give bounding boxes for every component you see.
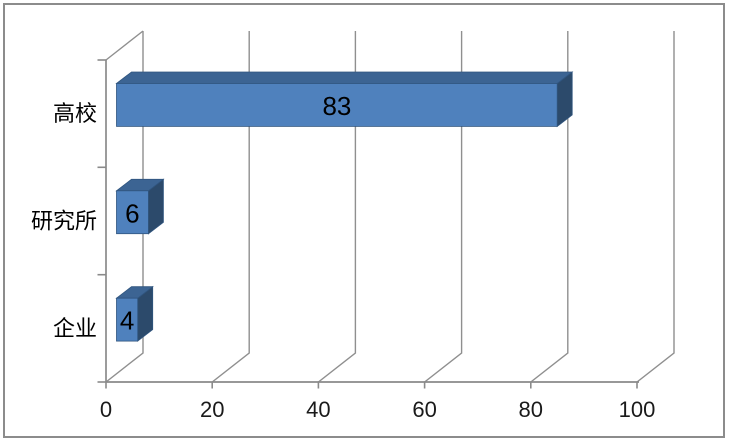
bar-value-label: 6 [125,198,139,228]
x-tick-label: 40 [306,397,330,422]
bar-2: 4 [115,285,154,342]
category-label: 研究所 [31,209,97,234]
x-tick-label: 80 [519,397,543,422]
x-tick-label: 100 [619,397,656,422]
bar-1: 6 [115,178,165,235]
category-label: 高校 [53,101,97,126]
x-tick-label: 60 [412,397,436,422]
gridlines [105,31,675,389]
x-tick-label: 20 [200,397,224,422]
bar-0: 83 [115,71,574,128]
bars: 83 6 4 [115,71,574,342]
x-tick-labels: 0 20 40 60 80 100 [100,397,655,422]
bar-front-face [116,83,558,127]
bar-front-face [116,190,149,235]
category-axis [97,30,144,383]
x-tick-label: 0 [100,397,112,422]
bar-value-label: 4 [120,306,134,336]
bar-top-face [115,71,574,84]
bar-front-face [116,297,139,342]
category-label: 企业 [53,316,97,341]
bar-value-label: 83 [322,91,351,121]
